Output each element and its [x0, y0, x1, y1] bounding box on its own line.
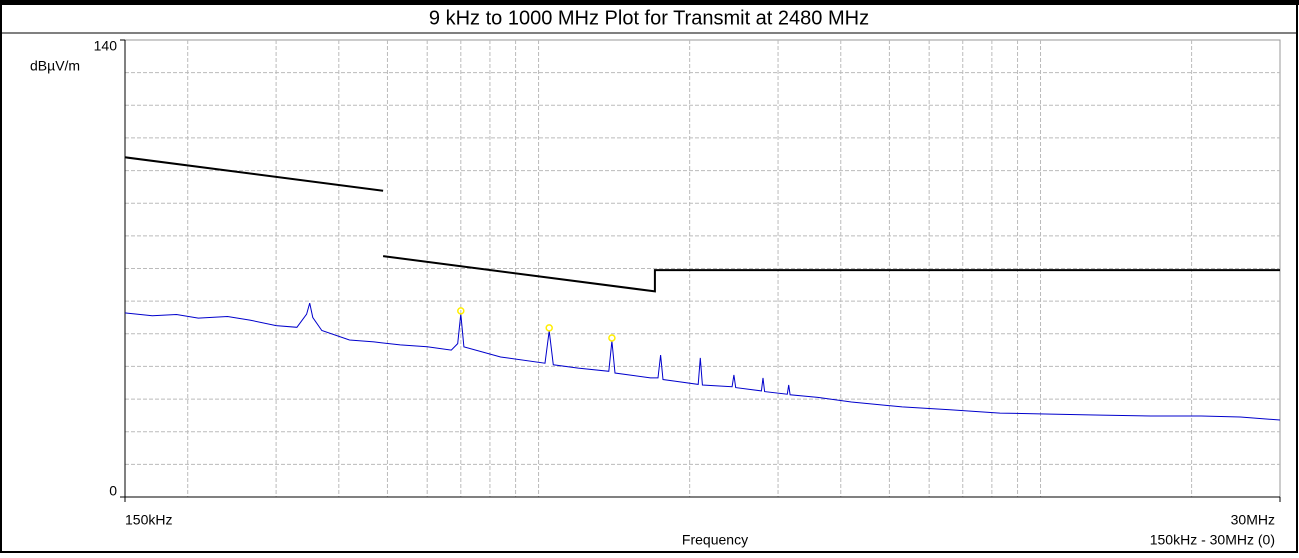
x-axis-label: Frequency — [682, 532, 748, 548]
y-tick-label: 140 — [94, 38, 118, 54]
top-bar — [0, 0, 1299, 5]
peak-marker — [545, 324, 553, 332]
series-line — [124, 156, 1280, 293]
chart-title: 9 kHz to 1000 MHz Plot for Transmit at 2… — [429, 7, 869, 29]
x-tick-label: 30MHz — [1231, 512, 1275, 528]
series-line — [124, 302, 1281, 421]
x-tick-label: 150kHz — [125, 512, 172, 528]
range-note: 150kHz - 30MHz (0) — [1150, 532, 1275, 548]
y-tick-label: 0 — [109, 483, 117, 499]
peak-marker — [457, 307, 465, 315]
y-axis-label: dBµV/m — [30, 58, 80, 74]
peak-marker — [608, 334, 616, 342]
